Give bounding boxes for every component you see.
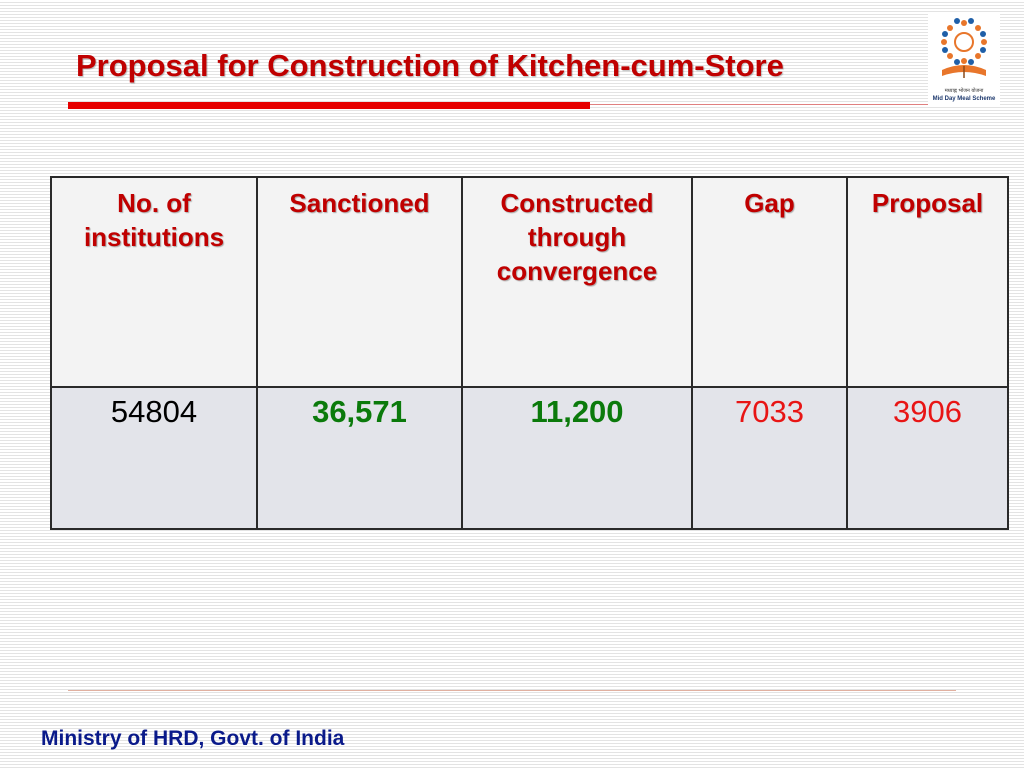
cell-gap: 7033 xyxy=(691,386,848,530)
kitchen-store-table: No. of institutions Sanctioned Construct… xyxy=(50,176,1009,530)
logo-hindi-text: मध्याह्न भोजन योजना xyxy=(944,88,984,94)
header-sanctioned: Sanctioned xyxy=(256,176,463,388)
table-header-row: No. of institutions Sanctioned Construct… xyxy=(50,176,1009,388)
cell-sanctioned: 36,571 xyxy=(256,386,463,530)
table-row: 54804 36,571 11,200 7033 3906 xyxy=(50,386,1009,530)
cell-proposal: 3906 xyxy=(846,386,1009,530)
title-underline-thin xyxy=(590,104,930,105)
logo-emblem-icon xyxy=(941,18,987,78)
header-gap: Gap xyxy=(691,176,848,388)
title-underline-bar xyxy=(68,102,590,109)
header-constructed-through-convergence: Constructed through convergence xyxy=(461,176,693,388)
mid-day-meal-logo: मध्याह्न भोजन योजना Mid Day Meal Scheme xyxy=(928,14,1000,106)
cell-no-of-institutions: 54804 xyxy=(50,386,258,530)
footer-text: Ministry of HRD, Govt. of India xyxy=(41,727,345,750)
header-proposal: Proposal xyxy=(846,176,1009,388)
slide-title: Proposal for Construction of Kitchen-cum… xyxy=(76,48,784,83)
footer-divider xyxy=(68,690,956,691)
cell-constructed: 11,200 xyxy=(461,386,693,530)
logo-english-text: Mid Day Meal Scheme xyxy=(932,96,996,102)
header-no-of-institutions: No. of institutions xyxy=(50,176,258,388)
